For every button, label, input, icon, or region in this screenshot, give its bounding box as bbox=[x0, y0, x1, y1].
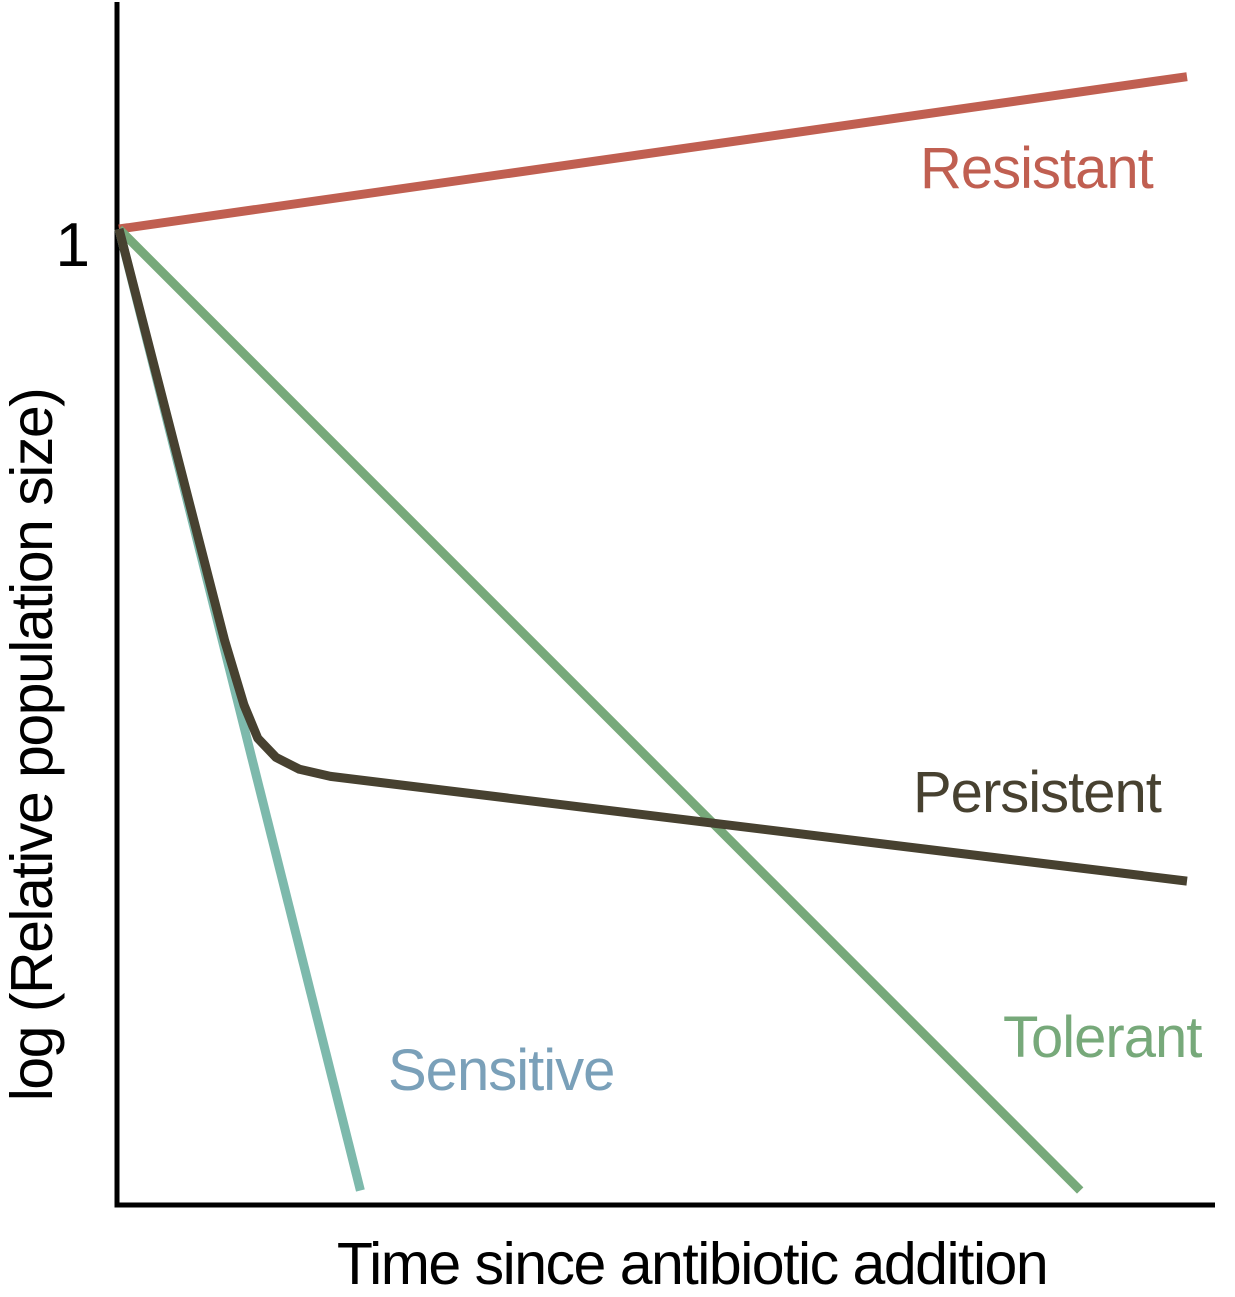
series-label-sensitive: Sensitive bbox=[388, 1038, 614, 1103]
y-tick-label-1: 1 bbox=[56, 211, 90, 280]
series-label-persistent: Persistent bbox=[913, 760, 1162, 825]
x-axis-label: Time since antibiotic addition bbox=[337, 1231, 1047, 1297]
series-label-tolerant: Tolerant bbox=[1003, 1005, 1202, 1070]
series-label-resistant: Resistant bbox=[920, 136, 1154, 201]
series-line-tolerant bbox=[115, 225, 1084, 1194]
series-line-resistant bbox=[118, 72, 1188, 234]
series-line-persistent bbox=[114, 227, 1188, 886]
y-axis-label: log (Relative population size) bbox=[0, 389, 65, 1102]
